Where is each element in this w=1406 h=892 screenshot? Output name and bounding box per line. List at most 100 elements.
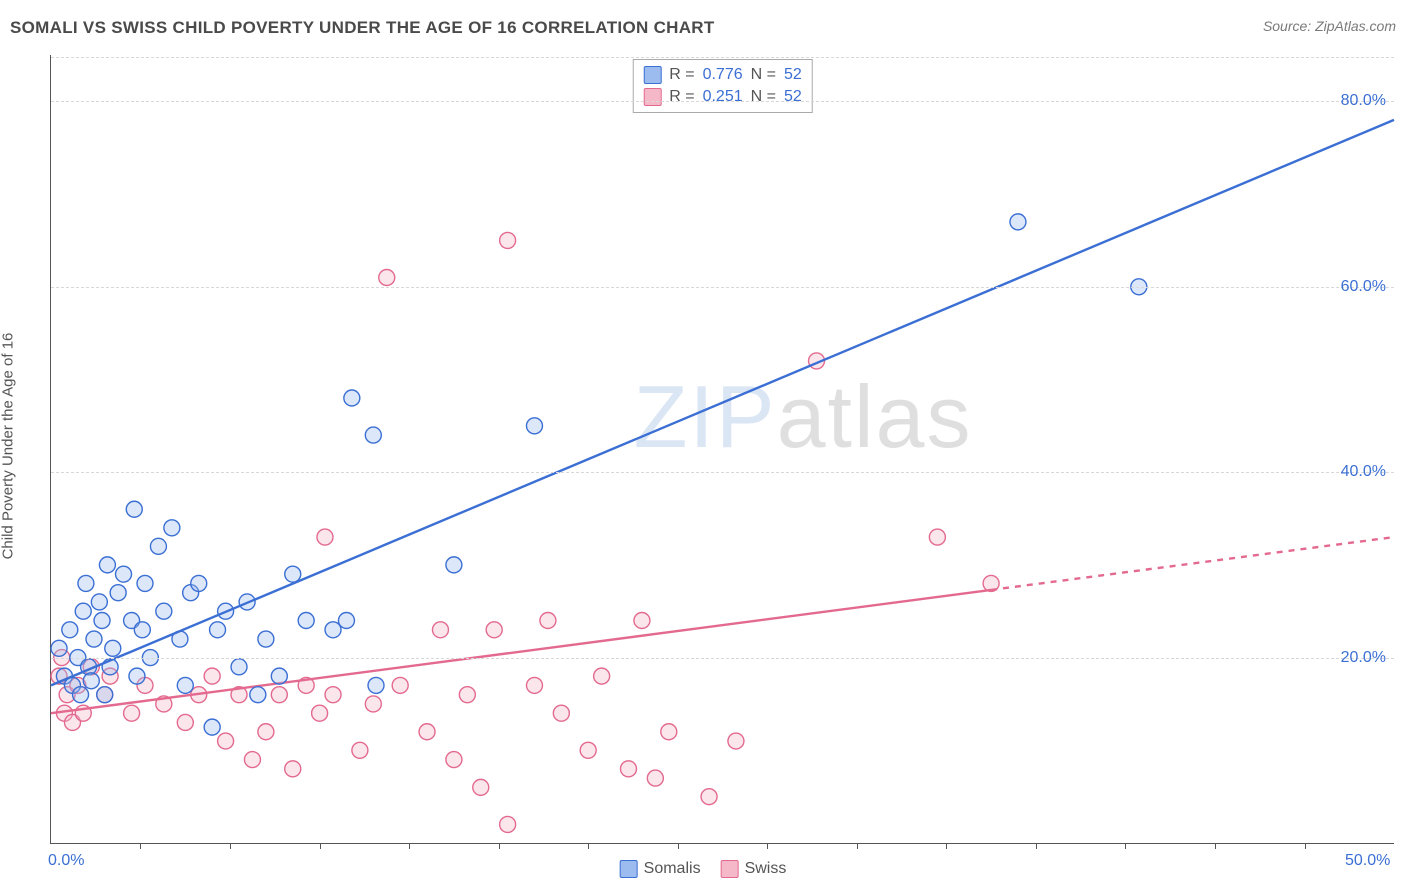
x-tick — [1305, 843, 1306, 849]
data-point — [116, 566, 132, 582]
swatch-somali-2 — [620, 860, 638, 878]
grid-line — [51, 101, 1394, 102]
data-point — [204, 719, 220, 735]
x-tick — [857, 843, 858, 849]
data-point — [298, 613, 314, 629]
data-point — [134, 622, 150, 638]
chart-title: SOMALI VS SWISS CHILD POVERTY UNDER THE … — [10, 18, 715, 37]
grid-line — [51, 472, 1394, 473]
data-point — [325, 687, 341, 703]
data-point — [244, 752, 260, 768]
data-point — [540, 613, 556, 629]
data-point — [62, 622, 78, 638]
plot-svg — [51, 55, 1394, 843]
data-point — [701, 789, 717, 805]
trend-line — [51, 590, 991, 713]
data-point — [177, 714, 193, 730]
source-label: Source: ZipAtlas.com — [1263, 18, 1396, 34]
y-tick-label: 60.0% — [1341, 278, 1386, 296]
data-point — [110, 585, 126, 601]
x-tick — [1125, 843, 1126, 849]
chart-container: SOMALI VS SWISS CHILD POVERTY UNDER THE … — [0, 0, 1406, 892]
data-point — [91, 594, 107, 610]
data-point — [271, 687, 287, 703]
trend-line-dashed — [991, 537, 1394, 590]
data-point — [105, 640, 121, 656]
x-tick — [1036, 843, 1037, 849]
data-point — [352, 742, 368, 758]
legend-item-swiss: Swiss — [721, 860, 787, 878]
data-point — [553, 705, 569, 721]
data-point — [459, 687, 475, 703]
data-point — [317, 529, 333, 545]
x-tick — [140, 843, 141, 849]
grid-line — [51, 658, 1394, 659]
x-tick — [230, 843, 231, 849]
grid-line — [51, 287, 1394, 288]
data-point — [73, 687, 89, 703]
data-point — [344, 390, 360, 406]
data-point — [728, 733, 744, 749]
data-point — [379, 269, 395, 285]
legend-item-somali: Somalis — [620, 860, 701, 878]
trend-line — [51, 120, 1394, 686]
data-point — [210, 622, 226, 638]
y-tick-label: 80.0% — [1341, 92, 1386, 110]
data-point — [97, 687, 113, 703]
data-point — [500, 232, 516, 248]
data-point — [137, 575, 153, 591]
data-point — [446, 752, 462, 768]
data-point — [94, 613, 110, 629]
data-point — [164, 520, 180, 536]
swatch-swiss-2 — [721, 860, 739, 878]
data-point — [446, 557, 462, 573]
x-tick — [946, 843, 947, 849]
data-point — [124, 705, 140, 721]
data-point — [177, 677, 193, 693]
x-tick — [588, 843, 589, 849]
data-point — [580, 742, 596, 758]
data-point — [526, 677, 542, 693]
data-point — [231, 659, 247, 675]
data-point — [250, 687, 266, 703]
x-min-label: 0.0% — [48, 852, 84, 870]
data-point — [258, 631, 274, 647]
x-max-label: 50.0% — [1345, 852, 1390, 870]
x-tick — [1215, 843, 1216, 849]
data-point — [86, 631, 102, 647]
data-point — [432, 622, 448, 638]
data-point — [526, 418, 542, 434]
y-tick-label: 20.0% — [1341, 649, 1386, 667]
data-point — [271, 668, 287, 684]
data-point — [500, 816, 516, 832]
data-point — [204, 668, 220, 684]
data-point — [929, 529, 945, 545]
x-tick — [409, 843, 410, 849]
data-point — [285, 761, 301, 777]
data-point — [218, 733, 234, 749]
x-tick — [767, 843, 768, 849]
data-point — [312, 705, 328, 721]
data-point — [661, 724, 677, 740]
data-point — [129, 668, 145, 684]
y-axis-label: Child Poverty Under the Age of 16 — [0, 333, 17, 560]
data-point — [620, 761, 636, 777]
data-point — [99, 557, 115, 573]
data-point — [368, 677, 384, 693]
data-point — [392, 677, 408, 693]
plot-area: ZIPatlas R = 0.776 N = 52 R = 0.251 N = … — [50, 55, 1394, 844]
data-point — [83, 673, 99, 689]
data-point — [156, 603, 172, 619]
x-tick — [320, 843, 321, 849]
grid-line — [51, 57, 1394, 58]
y-tick-label: 40.0% — [1341, 463, 1386, 481]
data-point — [486, 622, 502, 638]
data-point — [150, 538, 166, 554]
data-point — [473, 779, 489, 795]
title-bar: SOMALI VS SWISS CHILD POVERTY UNDER THE … — [10, 18, 1396, 48]
data-point — [1010, 214, 1026, 230]
data-point — [51, 640, 67, 656]
data-point — [258, 724, 274, 740]
data-point — [285, 566, 301, 582]
series-legend: Somalis Swiss — [620, 860, 787, 878]
